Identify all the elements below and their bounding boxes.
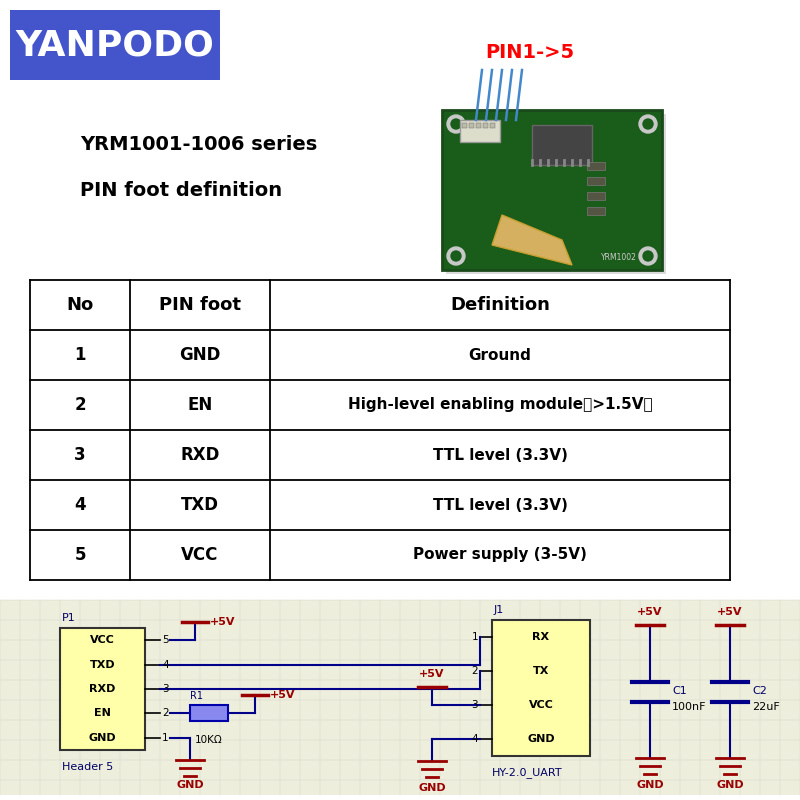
Circle shape (451, 251, 461, 261)
Text: EN: EN (187, 396, 213, 414)
Text: +5V: +5V (270, 690, 295, 701)
Text: Definition: Definition (450, 296, 550, 314)
Text: GND: GND (89, 733, 116, 742)
Text: YRM1002: YRM1002 (601, 254, 637, 262)
Text: 2: 2 (471, 666, 478, 676)
Text: 4: 4 (162, 659, 169, 670)
Circle shape (451, 119, 461, 129)
Bar (462, 123, 467, 128)
Bar (469, 123, 474, 128)
Text: RXD: RXD (180, 446, 220, 464)
Text: GND: GND (527, 734, 555, 744)
Text: No: No (66, 296, 94, 314)
Text: 10KΩ: 10KΩ (195, 735, 223, 746)
Circle shape (643, 251, 653, 261)
Circle shape (639, 247, 657, 265)
Text: 3: 3 (162, 684, 169, 694)
Text: 2: 2 (162, 709, 169, 718)
Bar (0, 600, 800, 795)
Text: +5V: +5V (718, 607, 742, 617)
Text: 1: 1 (162, 733, 169, 742)
Text: 1: 1 (471, 632, 478, 642)
Circle shape (639, 115, 657, 133)
Text: GND: GND (636, 780, 664, 790)
Polygon shape (492, 215, 572, 265)
Text: VCC: VCC (182, 546, 218, 564)
Text: YRM1001-1006 series: YRM1001-1006 series (80, 135, 318, 154)
Bar (190, 706, 228, 722)
Text: C2: C2 (752, 686, 767, 697)
Text: Ground: Ground (469, 347, 531, 362)
Bar (446, 114, 666, 274)
Text: PIN1->5: PIN1->5 (486, 42, 574, 62)
Text: TXD: TXD (181, 496, 219, 514)
Bar (587, 192, 605, 200)
Text: TTL level (3.3V): TTL level (3.3V) (433, 498, 567, 513)
Bar (492, 620, 590, 756)
Text: GND: GND (418, 783, 446, 793)
Text: 1: 1 (74, 346, 86, 364)
Text: VCC: VCC (90, 635, 115, 645)
Text: C1: C1 (672, 686, 686, 697)
Text: PIN foot definition: PIN foot definition (80, 181, 282, 199)
Circle shape (447, 247, 465, 265)
Bar (442, 110, 662, 270)
Text: 4: 4 (74, 496, 86, 514)
Text: RX: RX (533, 632, 550, 642)
Bar (10, 10, 220, 80)
Text: GND: GND (716, 780, 744, 790)
Text: TTL level (3.3V): TTL level (3.3V) (433, 447, 567, 462)
Text: HY-2.0_UART: HY-2.0_UART (492, 767, 562, 778)
Text: VCC: VCC (529, 700, 554, 710)
Text: Power supply (3-5V): Power supply (3-5V) (413, 547, 587, 562)
Text: 2: 2 (74, 396, 86, 414)
Text: YANPODO: YANPODO (15, 28, 214, 62)
Text: TX: TX (533, 666, 549, 676)
Text: R1: R1 (190, 691, 203, 702)
Text: 4: 4 (471, 734, 478, 744)
Text: 5: 5 (162, 635, 169, 645)
Bar (460, 120, 500, 142)
Circle shape (643, 119, 653, 129)
Text: +5V: +5V (210, 618, 235, 627)
Text: 100nF: 100nF (672, 702, 706, 711)
Text: P1: P1 (62, 613, 76, 623)
Text: EN: EN (94, 709, 111, 718)
Text: +5V: +5V (419, 669, 445, 679)
Text: 3: 3 (471, 700, 478, 710)
Text: 22uF: 22uF (752, 702, 780, 711)
Bar (532, 125, 592, 165)
Text: 5: 5 (74, 546, 86, 564)
Text: Header 5: Header 5 (62, 762, 114, 772)
Bar (483, 123, 488, 128)
Text: TXD: TXD (90, 659, 115, 670)
Bar (476, 123, 481, 128)
Text: 3: 3 (74, 446, 86, 464)
Bar (30, 280, 730, 580)
Circle shape (447, 115, 465, 133)
Bar (587, 162, 605, 170)
Text: GND: GND (179, 346, 221, 364)
Text: High-level enabling module（>1.5V）: High-level enabling module（>1.5V） (348, 398, 652, 413)
Text: PIN foot: PIN foot (159, 296, 241, 314)
Bar (490, 123, 495, 128)
Text: J1: J1 (494, 605, 504, 615)
Bar (60, 628, 145, 750)
Bar (587, 177, 605, 185)
Text: RXD: RXD (90, 684, 116, 694)
Text: GND: GND (176, 780, 204, 790)
Bar (587, 207, 605, 215)
Text: +5V: +5V (638, 607, 662, 617)
